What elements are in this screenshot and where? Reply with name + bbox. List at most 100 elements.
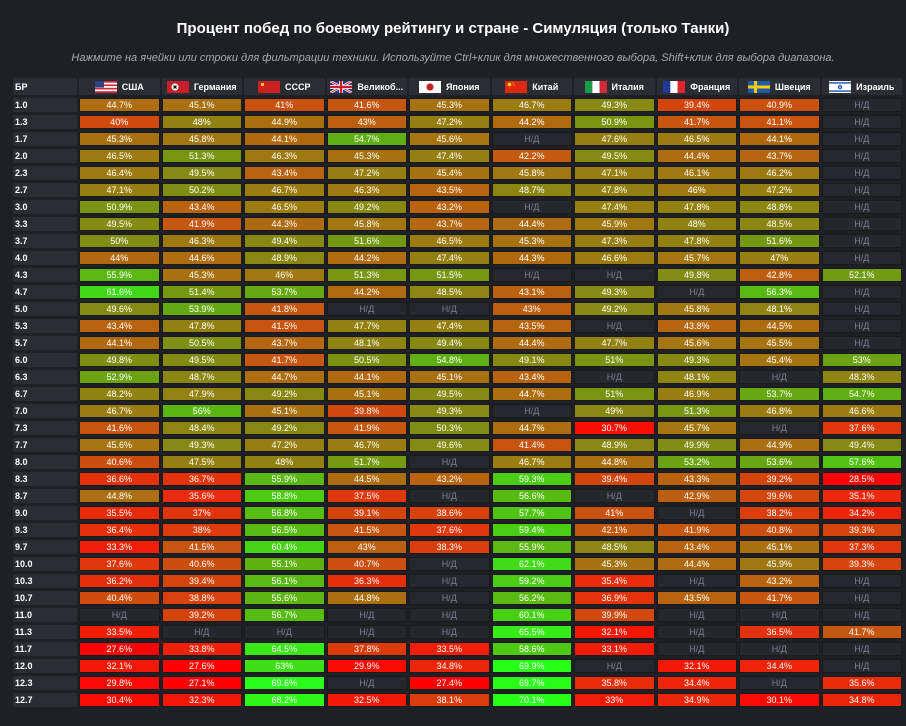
- winrate-cell[interactable]: 50.5%: [326, 353, 407, 367]
- winrate-cell[interactable]: 43.2%: [409, 200, 490, 214]
- winrate-cell[interactable]: 44.8%: [79, 489, 160, 503]
- winrate-cell[interactable]: 59.2%: [491, 574, 572, 588]
- winrate-cell-na[interactable]: Н/Д: [821, 115, 902, 129]
- winrate-cell[interactable]: 45.1%: [161, 98, 242, 112]
- winrate-cell-na[interactable]: Н/Д: [574, 489, 655, 503]
- winrate-cell[interactable]: 56.8%: [244, 506, 325, 520]
- table-row[interactable]: 7.7 45.6% 49.3% 47.2% 46.7% 49.6% 41.4% 48.9% 49…: [13, 438, 902, 452]
- winrate-cell[interactable]: 36.9%: [574, 591, 655, 605]
- br-row-label[interactable]: 6.3: [13, 370, 77, 384]
- winrate-cell[interactable]: 49.5%: [161, 353, 242, 367]
- winrate-cell[interactable]: 28.5%: [821, 472, 902, 486]
- winrate-cell[interactable]: 48.9%: [244, 251, 325, 265]
- winrate-cell[interactable]: 44.7%: [79, 98, 160, 112]
- winrate-cell[interactable]: 69.6%: [244, 676, 325, 690]
- winrate-cell[interactable]: 56.7%: [244, 608, 325, 622]
- winrate-cell[interactable]: 65.5%: [491, 625, 572, 639]
- winrate-cell[interactable]: 49.8%: [656, 268, 737, 282]
- winrate-cell[interactable]: 60.4%: [244, 540, 325, 554]
- winrate-cell[interactable]: 43.7%: [409, 217, 490, 231]
- winrate-cell[interactable]: 45.3%: [409, 98, 490, 112]
- winrate-cell[interactable]: 42.2%: [491, 149, 572, 163]
- winrate-cell[interactable]: 49.3%: [574, 285, 655, 299]
- winrate-cell[interactable]: 36.7%: [161, 472, 242, 486]
- winrate-cell[interactable]: 39.4%: [161, 574, 242, 588]
- winrate-cell[interactable]: 43%: [491, 302, 572, 316]
- table-row[interactable]: 7.3 41.6% 48.4% 49.2% 41.9% 50.3% 44.7% 30.7% 45…: [13, 421, 902, 435]
- winrate-cell[interactable]: 45.1%: [244, 404, 325, 418]
- winrate-cell[interactable]: 44.7%: [491, 387, 572, 401]
- winrate-cell[interactable]: 53.9%: [161, 302, 242, 316]
- column-header-japan[interactable]: Япония: [409, 78, 490, 95]
- winrate-cell[interactable]: 55.1%: [244, 557, 325, 571]
- column-header-italy[interactable]: Италия: [574, 78, 655, 95]
- winrate-cell[interactable]: 51.3%: [656, 404, 737, 418]
- winrate-cell[interactable]: 57.6%: [821, 455, 902, 469]
- winrate-cell[interactable]: 47.7%: [326, 319, 407, 333]
- winrate-cell[interactable]: 36.2%: [79, 574, 160, 588]
- winrate-cell-na[interactable]: Н/Д: [821, 608, 902, 622]
- winrate-cell[interactable]: 45.7%: [656, 421, 737, 435]
- winrate-cell[interactable]: 44.2%: [326, 251, 407, 265]
- winrate-cell[interactable]: 43.5%: [656, 591, 737, 605]
- winrate-cell[interactable]: 46.7%: [491, 455, 572, 469]
- winrate-cell[interactable]: 49%: [574, 404, 655, 418]
- winrate-cell[interactable]: 43.7%: [244, 336, 325, 350]
- winrate-cell[interactable]: 35.1%: [821, 489, 902, 503]
- br-row-label[interactable]: 4.7: [13, 285, 77, 299]
- table-row[interactable]: 1.3 40% 48% 44.9% 43% 47.2% 44.2% 50.9% 41.7% 41.…: [13, 115, 902, 129]
- column-header-germany[interactable]: Германия: [161, 78, 242, 95]
- winrate-cell[interactable]: 38.1%: [409, 693, 490, 707]
- winrate-cell[interactable]: 59.3%: [491, 472, 572, 486]
- winrate-cell-na[interactable]: Н/Д: [656, 642, 737, 656]
- winrate-cell[interactable]: 45.6%: [656, 336, 737, 350]
- winrate-cell[interactable]: 45.3%: [574, 557, 655, 571]
- winrate-cell[interactable]: 44.1%: [739, 132, 820, 146]
- winrate-cell[interactable]: 34.8%: [409, 659, 490, 673]
- winrate-cell[interactable]: 51.6%: [739, 234, 820, 248]
- winrate-cell[interactable]: 44.1%: [79, 336, 160, 350]
- br-row-label[interactable]: 2.3: [13, 166, 77, 180]
- winrate-cell[interactable]: 36.6%: [79, 472, 160, 486]
- winrate-cell[interactable]: 44%: [79, 251, 160, 265]
- winrate-cell[interactable]: 49.9%: [656, 438, 737, 452]
- winrate-cell[interactable]: 38.2%: [739, 506, 820, 520]
- br-row-label[interactable]: 8.3: [13, 472, 77, 486]
- winrate-cell[interactable]: 56.3%: [739, 285, 820, 299]
- winrate-cell[interactable]: 48.3%: [821, 370, 902, 384]
- br-row-label[interactable]: 2.7: [13, 183, 77, 197]
- winrate-cell[interactable]: 38.3%: [409, 540, 490, 554]
- winrate-cell-na[interactable]: Н/Д: [739, 370, 820, 384]
- winrate-cell[interactable]: 43.3%: [656, 472, 737, 486]
- column-header-usa[interactable]: США: [79, 78, 160, 95]
- winrate-cell[interactable]: 51.4%: [161, 285, 242, 299]
- br-row-label[interactable]: 8.7: [13, 489, 77, 503]
- winrate-cell[interactable]: 41.9%: [656, 523, 737, 537]
- winrate-cell[interactable]: 69.9%: [491, 659, 572, 673]
- winrate-cell[interactable]: 36.5%: [739, 625, 820, 639]
- winrate-cell[interactable]: 41%: [244, 98, 325, 112]
- winrate-cell[interactable]: 46.8%: [739, 404, 820, 418]
- table-row[interactable]: 1.0 44.7% 45.1% 41% 41.6% 45.3% 46.7% 49.3% 39.4…: [13, 98, 902, 112]
- winrate-cell[interactable]: 48.1%: [656, 370, 737, 384]
- table-row[interactable]: 2.7 47.1% 50.2% 46.7% 46.3% 43.5% 48.7% 47.8% 46…: [13, 183, 902, 197]
- br-row-label[interactable]: 9.0: [13, 506, 77, 520]
- winrate-cell[interactable]: 29.8%: [79, 676, 160, 690]
- winrate-cell[interactable]: 53.7%: [739, 387, 820, 401]
- winrate-cell[interactable]: 47.1%: [79, 183, 160, 197]
- winrate-cell[interactable]: 41.6%: [79, 421, 160, 435]
- winrate-cell[interactable]: 29.9%: [326, 659, 407, 673]
- winrate-cell[interactable]: 50.9%: [79, 200, 160, 214]
- winrate-cell-na[interactable]: Н/Д: [739, 608, 820, 622]
- winrate-cell-na[interactable]: Н/Д: [409, 608, 490, 622]
- winrate-cell[interactable]: 49.3%: [656, 353, 737, 367]
- br-row-label[interactable]: 7.3: [13, 421, 77, 435]
- column-header-israel[interactable]: Израиль: [821, 78, 902, 95]
- winrate-cell[interactable]: 37.6%: [821, 421, 902, 435]
- winrate-cell[interactable]: 39.6%: [739, 489, 820, 503]
- winrate-cell[interactable]: 47.3%: [574, 234, 655, 248]
- winrate-cell[interactable]: 40.8%: [739, 523, 820, 537]
- winrate-cell[interactable]: 40.4%: [79, 591, 160, 605]
- table-row[interactable]: 10.3 36.2% 39.4% 56.1% 36.3% Н/Д 59.2% 35.4% Н/Д…: [13, 574, 902, 588]
- winrate-cell-na[interactable]: Н/Д: [656, 608, 737, 622]
